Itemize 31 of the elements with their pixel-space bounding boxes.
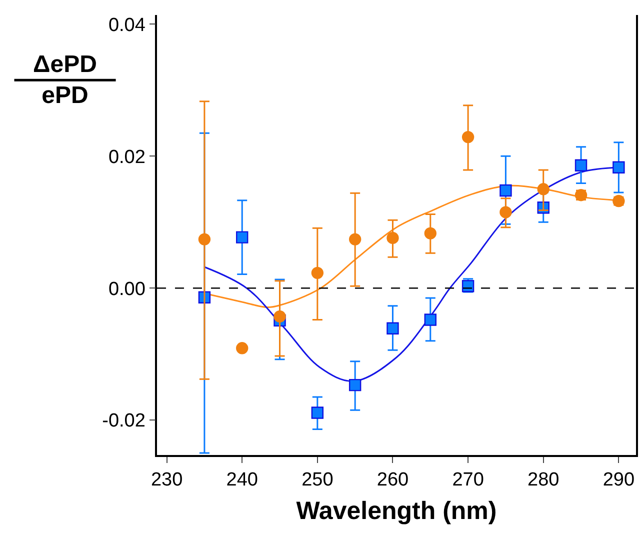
point <box>274 310 286 323</box>
x-tick-label: 280 <box>528 470 560 491</box>
y-tick-label: 0.04 <box>108 14 146 36</box>
point <box>537 183 550 196</box>
point <box>198 233 211 246</box>
point <box>386 232 399 244</box>
point <box>500 184 512 197</box>
point <box>236 342 248 354</box>
x-tick-label: 260 <box>376 470 409 491</box>
point <box>386 322 399 334</box>
point <box>612 161 625 174</box>
point <box>424 227 436 240</box>
x-axis-title: Wavelength (nm) <box>296 497 497 526</box>
x-tick-label: 250 <box>302 470 334 491</box>
y-tick-label: 0.00 <box>108 278 146 300</box>
y-axis-title: ΔePD ePD <box>33 51 97 110</box>
point <box>500 206 512 218</box>
x-tick-label: 230 <box>150 470 183 491</box>
x-tick-label: 270 <box>452 470 484 491</box>
point <box>348 378 362 392</box>
point <box>348 233 362 246</box>
y-tick-label: 0.02 <box>108 146 146 168</box>
x-tick-label: 240 <box>226 470 258 491</box>
y-tick-label: -0.02 <box>102 410 146 432</box>
point <box>424 314 436 326</box>
x-tick-label: 290 <box>602 470 635 491</box>
point <box>236 231 248 244</box>
point <box>311 406 324 419</box>
point <box>311 266 324 280</box>
point <box>462 130 474 144</box>
point <box>574 159 588 172</box>
